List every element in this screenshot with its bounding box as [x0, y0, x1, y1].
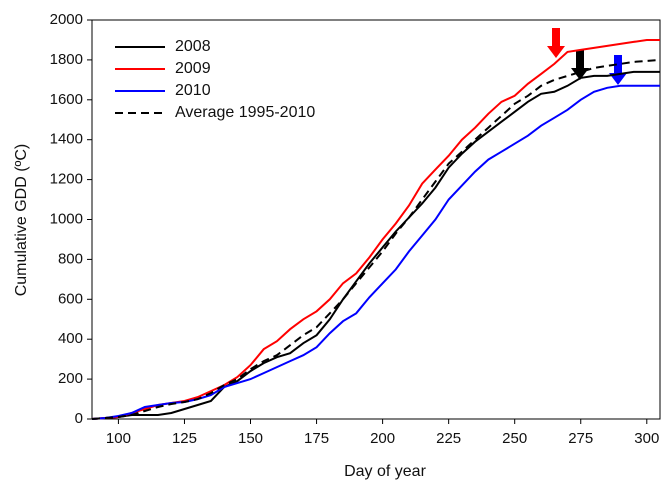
y-tick-label: 0	[75, 410, 83, 427]
legend-label: 2010	[175, 82, 211, 99]
series-line	[91, 39, 660, 420]
series-line	[91, 84, 660, 420]
y-tick-label: 2000	[50, 11, 83, 28]
legend-label: 2009	[175, 60, 211, 77]
legend-label: Average 1995-2010	[175, 104, 315, 121]
y-tick-label: 1200	[50, 171, 83, 188]
x-tick-label: 125	[172, 430, 197, 447]
y-tick-label: 800	[58, 250, 83, 267]
x-tick-label: 150	[238, 430, 263, 447]
arrow	[547, 28, 565, 58]
y-tick-label: 1000	[50, 210, 83, 227]
arrow	[571, 50, 589, 80]
plot-frame	[91, 19, 661, 420]
y-tick-label: 1800	[50, 51, 83, 68]
y-tick-label: 1600	[50, 91, 83, 108]
y-tick-label: 1400	[50, 131, 83, 148]
x-tick-label: 200	[370, 430, 395, 447]
legend-label: 2008	[175, 38, 211, 55]
y-axis-label: Cumulative GDD (ºC)	[13, 144, 30, 297]
y-tick-label: 600	[58, 290, 83, 307]
x-tick-label: 100	[106, 430, 131, 447]
x-tick-label: 300	[634, 430, 659, 447]
x-tick-label: 275	[568, 430, 593, 447]
arrow	[609, 55, 627, 85]
x-tick-label: 225	[436, 430, 461, 447]
y-tick-label: 400	[58, 330, 83, 347]
y-tick-label: 200	[58, 370, 83, 387]
x-tick-label: 175	[304, 430, 329, 447]
x-tick-label: 250	[502, 430, 527, 447]
series-line	[91, 70, 660, 420]
series-line	[91, 58, 661, 420]
x-axis-label: Day of year	[344, 463, 426, 480]
